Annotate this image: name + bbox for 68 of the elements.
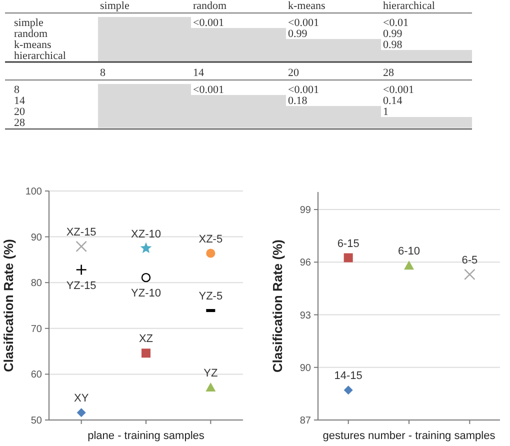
- point: [76, 264, 87, 276]
- point: [344, 253, 353, 262]
- category-label: k-means: [288, 0, 326, 12]
- text: <0.001: [383, 84, 414, 96]
- text: 0.99: [288, 28, 308, 40]
- point: [142, 348, 150, 358]
- category-label: random: [14, 28, 48, 40]
- category-label: hierarchical: [14, 50, 66, 62]
- category-label: 28: [14, 117, 26, 129]
- series-label: XZ-15: [66, 226, 96, 238]
- series-label: YZ-15: [66, 280, 96, 292]
- category-label: 28: [383, 67, 394, 79]
- text: <0.001: [193, 17, 224, 29]
- series-label: YZ-10: [131, 288, 161, 300]
- series-label: YZ: [204, 367, 218, 380]
- series-label: 6-5: [462, 254, 478, 266]
- category-label: 14: [193, 67, 204, 79]
- point: [141, 272, 151, 282]
- point: [344, 386, 353, 395]
- series-label: XZ-5: [198, 233, 223, 246]
- text: 0.18: [288, 95, 308, 107]
- text: 0.98: [383, 39, 402, 51]
- text: <0.01: [383, 17, 408, 29]
- category-label: 20: [14, 106, 26, 118]
- series-label: 6-15: [337, 238, 360, 250]
- y-tick-label: 99: [300, 205, 312, 216]
- y-tick-label: 60: [30, 370, 42, 381]
- y-axis-title: Clasification Rate (%): [270, 240, 285, 372]
- y-tick-label: 87: [300, 416, 312, 426]
- category-label: 20: [288, 67, 299, 79]
- y-tick-label: 70: [30, 324, 42, 335]
- text: <0.001: [193, 84, 224, 96]
- y-tick-label: 96: [300, 258, 312, 269]
- point: [76, 408, 86, 418]
- category-label: simple: [14, 17, 44, 29]
- x-axis-title: gestures number - training samples: [322, 430, 496, 442]
- text: 1: [383, 106, 388, 118]
- y-tick-label: 90: [30, 232, 42, 244]
- series-label: YZ-5: [198, 290, 223, 303]
- text: <0.001: [288, 17, 319, 29]
- point: [206, 382, 216, 392]
- point: [76, 240, 87, 252]
- series-label: 14-15: [334, 370, 362, 382]
- point: [464, 268, 476, 280]
- category-label: simple: [100, 0, 130, 12]
- series-label: 6-10: [398, 246, 420, 258]
- y-tick-label: 100: [25, 186, 42, 198]
- y-axis-title: Clasification Rate (%): [1, 239, 16, 372]
- text: 0.99: [383, 28, 402, 40]
- category-label: hierarchical: [383, 0, 435, 12]
- series-label: XZ: [138, 333, 154, 346]
- y-tick-label: 90: [300, 362, 312, 374]
- y-tick-label: 93: [300, 310, 312, 322]
- series-label: XZ-10: [131, 228, 161, 240]
- category-label: 8: [100, 67, 106, 79]
- text: 0.14: [383, 95, 402, 107]
- point: [404, 260, 414, 270]
- point: [140, 242, 152, 254]
- x-axis-title: plane - training samples: [88, 430, 205, 442]
- y-tick-label: 50: [30, 416, 42, 426]
- category-label: random: [193, 0, 228, 12]
- category-label: 8: [14, 84, 20, 96]
- y-tick-label: 80: [30, 278, 42, 290]
- category-label: 14: [14, 95, 26, 107]
- point: [206, 248, 216, 258]
- series-label: XY: [74, 392, 90, 405]
- category-label: k-means: [14, 39, 52, 51]
- text: <0.001: [288, 84, 319, 96]
